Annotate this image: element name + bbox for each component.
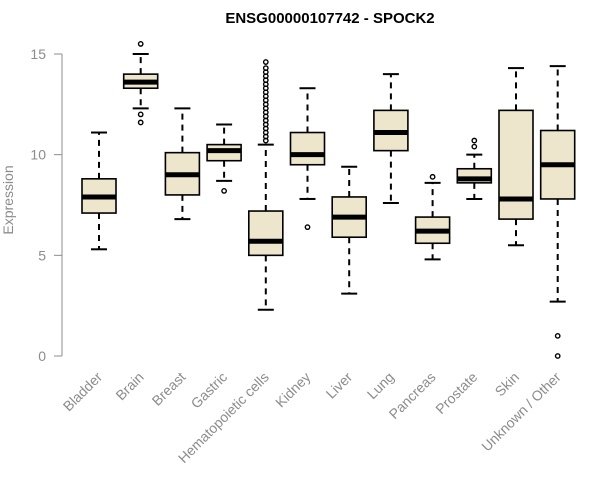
x-tick-label-brain: Brain [112,369,146,403]
iqr-box-skin [498,109,534,220]
x-tick-label-lung: Lung [364,369,397,402]
y-tick-label-15: 15 [30,46,46,62]
x-tick-label-unknown-other: Unknown / Other [478,369,564,455]
chart-title: ENSG00000107742 - SPOCK2 [225,10,434,27]
box-brain [122,41,159,126]
y-axis-label: Expression [0,165,16,234]
outlier-prostate-1 [471,137,478,144]
outlier-brain-0 [137,41,144,47]
box-skin [498,67,534,247]
box-gastric [206,123,242,194]
box-unknown-other [539,65,576,359]
x-tick-label-bladder: Bladder [60,369,106,415]
outlier-hematopoietic-cells-19 [262,59,269,65]
box-bladder [81,131,117,251]
y-axis: 0 5 10 15 [30,46,63,364]
outlier-unknown-other-0 [554,332,561,339]
outlier-prostate-0 [471,143,478,150]
box-breast [164,107,201,221]
iqr-box-hematopoietic-cells [248,210,284,257]
outlier-gastric-0 [221,188,228,194]
outlier-kidney-0 [304,224,311,231]
x-tick-label-kidney: Kidney [272,369,314,411]
y-tick-label-10: 10 [30,147,46,163]
outlier-pancreas-0 [429,173,436,180]
y-tick-label-0: 0 [38,348,46,364]
outlier-brain-2 [137,119,144,126]
outlier-hematopoietic-cells-18 [262,65,269,71]
x-tick-label-skin: Skin [492,369,523,400]
outlier-unknown-other-1 [554,353,561,359]
x-tick-label-liver: Liver [323,369,356,402]
boxes-group [81,41,576,359]
iqr-box-kidney [289,131,326,166]
outlier-brain-1 [137,111,144,118]
y-tick-label-5: 5 [38,247,46,263]
box-pancreas [414,173,451,261]
box-lung [373,73,409,204]
x-tick-label-breast: Breast [149,369,189,409]
box-liver [331,165,368,295]
box-kidney [289,87,326,231]
box-prostate [456,137,493,200]
x-tick-label-prostate: Prostate [432,369,480,417]
box-hematopoietic-cells [248,59,284,311]
